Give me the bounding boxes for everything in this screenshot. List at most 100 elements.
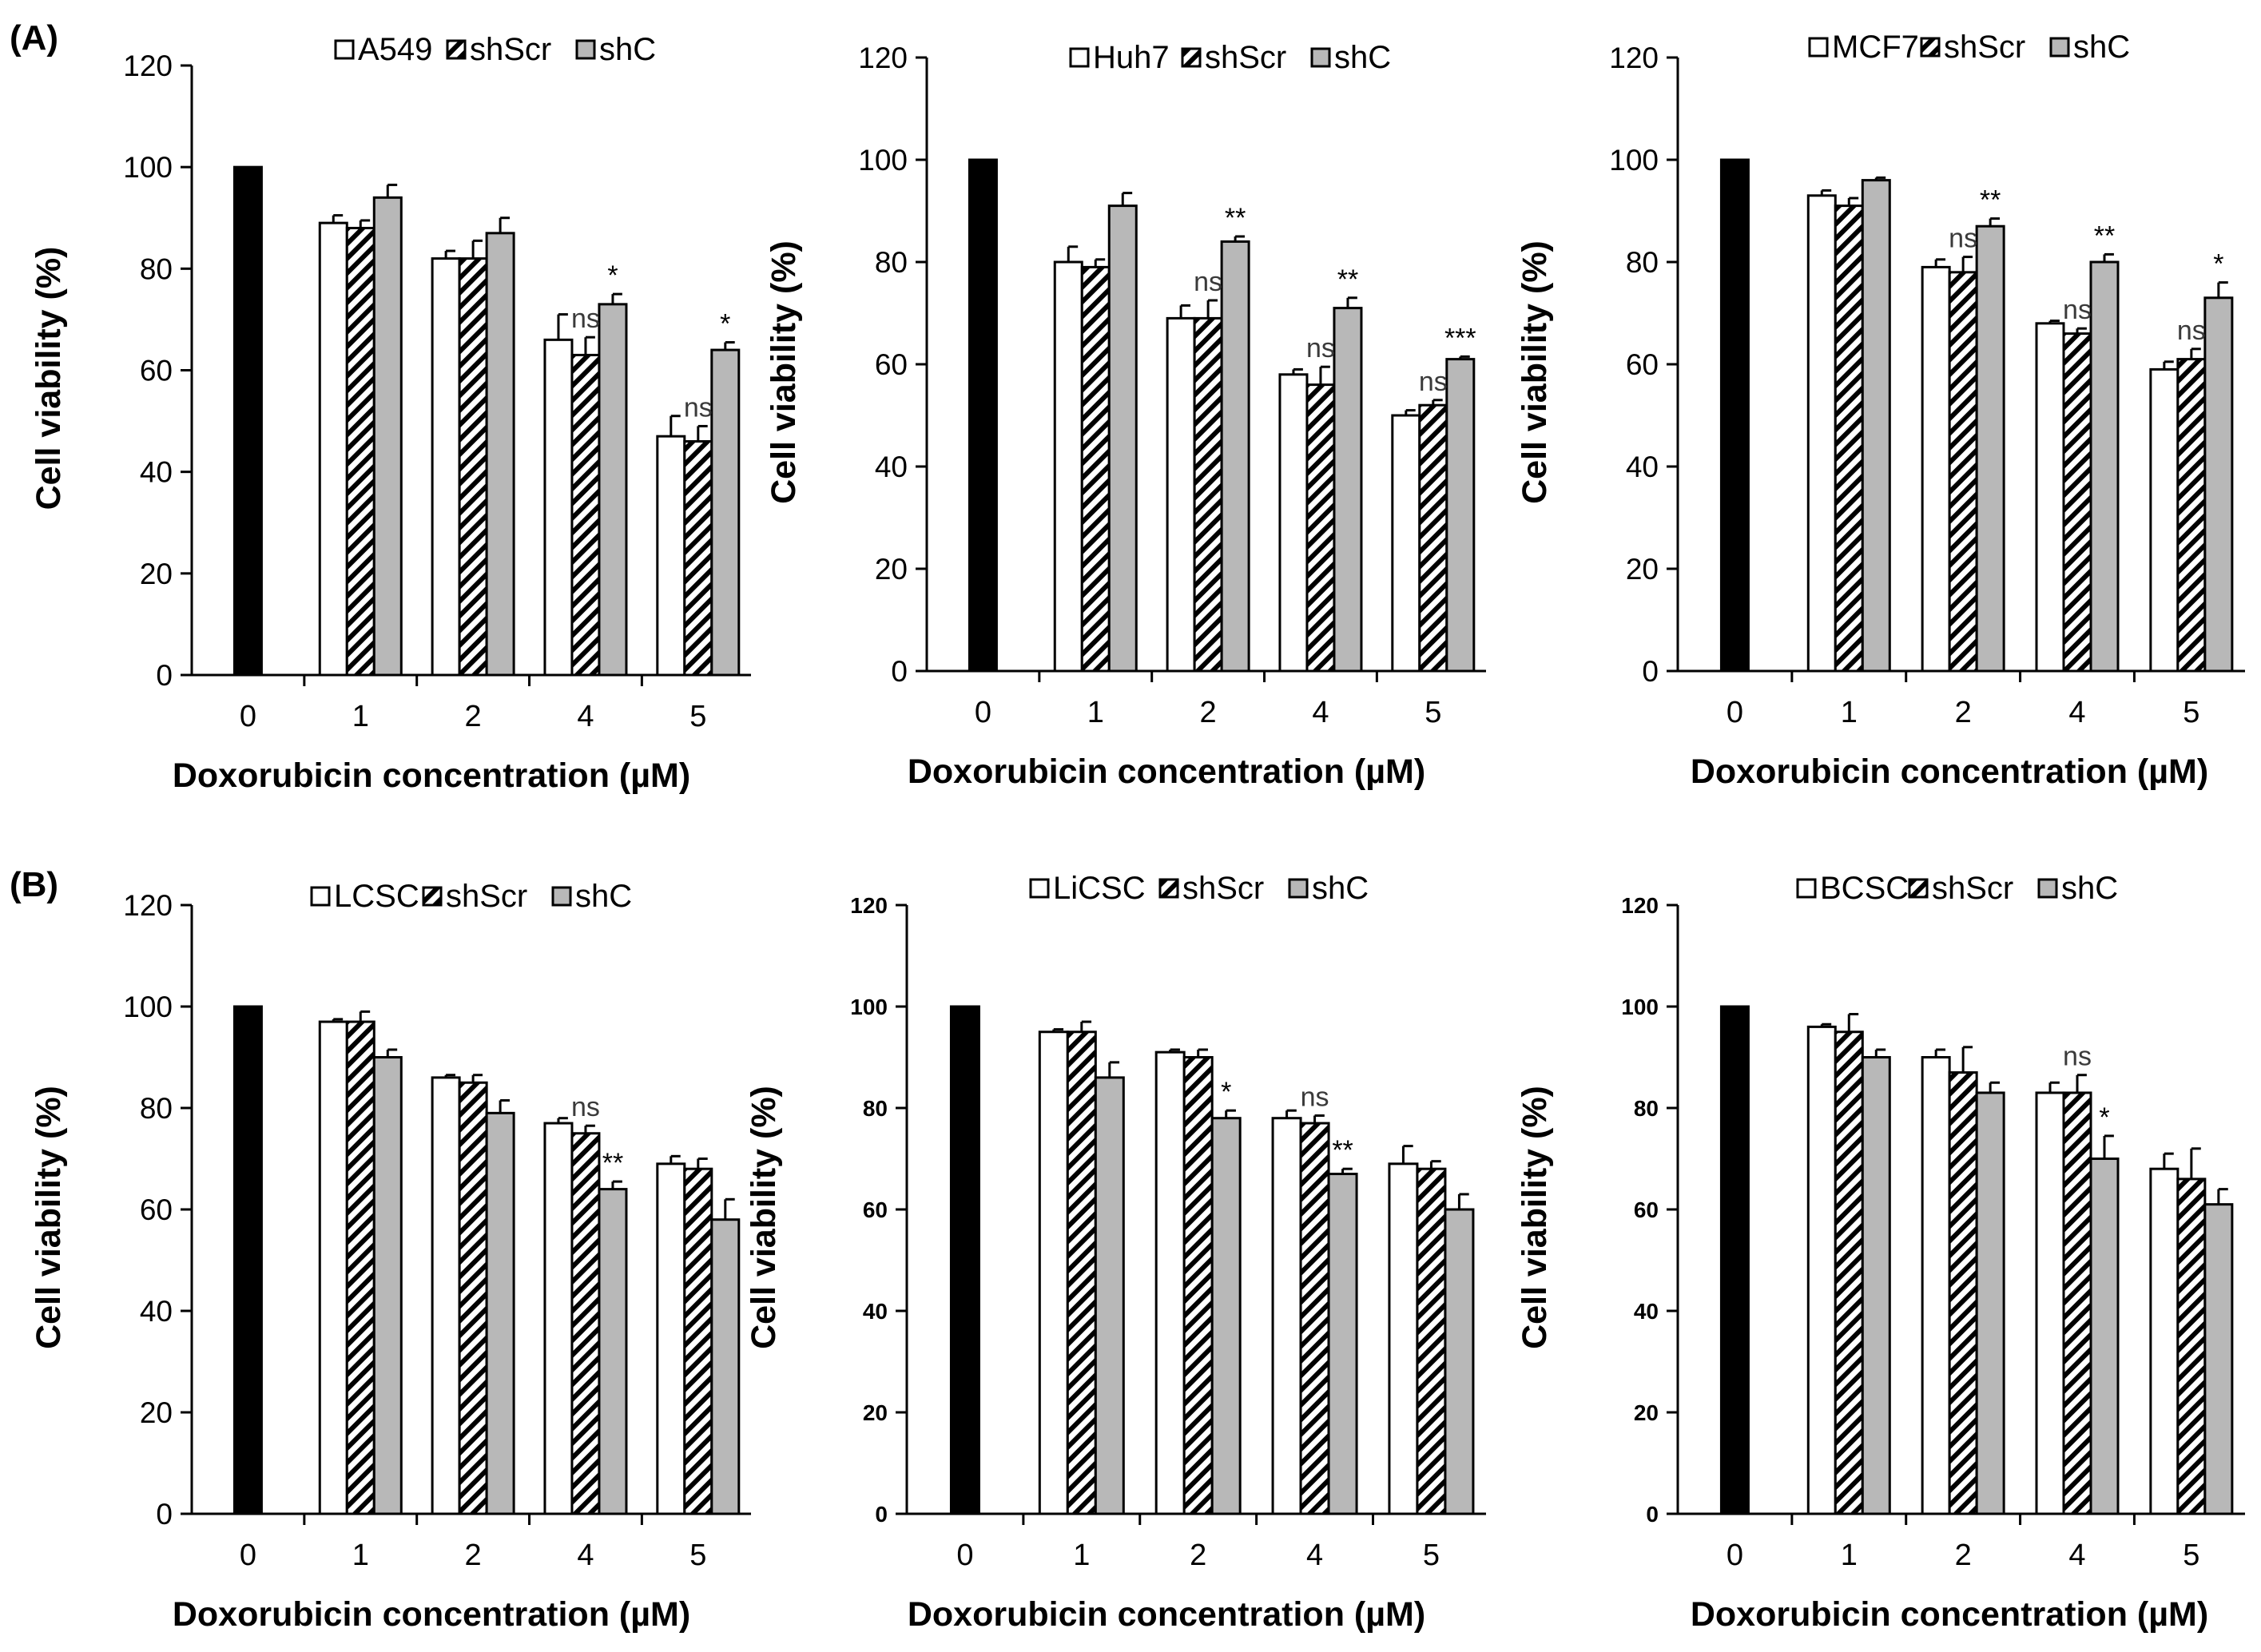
bar-bcsc <box>1806 1025 1837 1515</box>
y-tick-label: 60 <box>863 1197 888 1222</box>
chart-5: 0 20 40 60 80 100 120 0 1 2 4 5 * ns** LiCSC shScr shC Ce… <box>745 871 1486 1634</box>
legend-swatch-shscr <box>446 39 467 60</box>
legend-label-shc: shC <box>2061 871 2118 906</box>
y-tick-label: 80 <box>863 1096 888 1121</box>
x-tick-label: 2 <box>465 1539 482 1572</box>
bar-shc <box>1210 1117 1242 1515</box>
legend-label-shc: shC <box>2073 30 2130 65</box>
legend-swatch-shc <box>575 39 596 60</box>
y-tick-label: 20 <box>140 1396 173 1429</box>
bar-shscr <box>1418 403 1448 673</box>
legend-swatch-huh7 <box>1069 47 1090 68</box>
x-tick-label: 1 <box>1841 696 1858 729</box>
x-tick-label: 2 <box>1200 696 1217 729</box>
bar-licsc <box>1154 1050 1186 1515</box>
legend-swatch-shscr <box>1908 878 1929 899</box>
x-axis-title: Doxorubicin concentration (µM) <box>908 1595 1425 1634</box>
bar-shscr <box>683 440 713 677</box>
bar-shscr <box>1305 383 1336 673</box>
legend-label-shscr: shScr <box>1205 40 1286 75</box>
legend-swatch-lcsc <box>310 886 331 907</box>
legend-swatch-shc <box>1288 878 1309 899</box>
y-tick-label: 80 <box>1626 246 1659 279</box>
y-tick-label: 0 <box>156 1498 173 1531</box>
legend-label-shc: shC <box>575 879 632 914</box>
x-tick-label: 0 <box>240 700 256 733</box>
significance-ns: ns <box>1419 367 1448 397</box>
bar-shc <box>1327 1173 1358 1515</box>
y-tick-label: 0 <box>1646 1502 1659 1527</box>
significance-star: * <box>2213 249 2223 280</box>
x-tick-label: 4 <box>577 1539 594 1572</box>
bar-huh7 <box>1391 414 1421 673</box>
bar-shscr <box>1834 1031 1864 1515</box>
x-axis-title: Doxorubicin concentration (µM) <box>173 1595 690 1634</box>
y-tick-label: 100 <box>1621 995 1659 1019</box>
y-tick-label: 80 <box>140 252 173 285</box>
y-tick-label: 100 <box>123 991 173 1023</box>
bar-shscr <box>1416 1167 1447 1515</box>
legend-label-shscr: shScr <box>1182 871 1264 906</box>
legend-label-licsc: LiCSC <box>1053 871 1146 906</box>
y-axis-title: Cell viability (%) <box>745 1086 783 1349</box>
legend-swatch-shc <box>2049 37 2070 58</box>
legend-label-huh7: Huh7 <box>1093 40 1170 75</box>
chart-6: 0 20 40 60 80 100 120 0 1 2 4 5 ns* BCSC shScr shC Cell … <box>1516 871 2245 1634</box>
bar-control <box>232 165 263 677</box>
y-tick-label: 20 <box>140 558 173 590</box>
x-tick-label: 5 <box>689 700 706 733</box>
x-tick-label: 2 <box>1955 696 1972 729</box>
legend-label-shscr: shScr <box>470 32 551 67</box>
bar-shc <box>2203 1203 2234 1515</box>
y-axis-title: Cell viability (%) <box>30 247 68 510</box>
bar-shc <box>598 303 628 677</box>
y-tick-label: 120 <box>123 50 173 82</box>
bar-licsc <box>1038 1031 1069 1515</box>
x-tick-label: 5 <box>2183 1539 2199 1572</box>
y-axis-title: Cell viability (%) <box>1516 1086 1554 1349</box>
legend-label-shscr: shScr <box>1944 30 2025 65</box>
bar-a549 <box>543 338 574 677</box>
bar-bcsc <box>2035 1091 2065 1515</box>
bar-shscr <box>1080 265 1111 673</box>
bar-shc <box>1444 1208 1475 1515</box>
significance-star: * <box>1221 1077 1231 1107</box>
x-tick-label: 2 <box>465 700 482 733</box>
x-tick-label: 0 <box>956 1539 973 1572</box>
legend-label-lcsc: LCSC <box>334 879 419 914</box>
significance-star: * <box>720 309 730 340</box>
bar-shscr <box>570 353 601 677</box>
panel-label-b: (B) <box>10 865 58 904</box>
legend-swatch-shscr <box>1920 37 1941 58</box>
x-tick-label: 0 <box>1727 696 1743 729</box>
significance-ns: ns <box>1194 267 1222 297</box>
y-tick-label: 0 <box>156 659 173 692</box>
x-tick-label: 1 <box>1087 696 1104 729</box>
bar-shc <box>1107 205 1138 673</box>
chart-4: 0 20 40 60 80 100 120 0 1 2 4 5 ns** LCSC shScr shC Cell… <box>30 879 751 1634</box>
legend-swatch-shc <box>2037 878 2058 899</box>
chart-2: 0 20 40 60 80 100 120 0 1 2 4 5 ns ** ns ** ns *** Huh7 shS… <box>765 40 1486 791</box>
y-tick-label: 20 <box>875 553 908 586</box>
bar-shc <box>372 196 403 677</box>
x-axis-title: Doxorubicin concentration (µM) <box>1691 1595 2208 1634</box>
x-tick-label: 0 <box>975 696 991 729</box>
bar-shc <box>2089 260 2120 673</box>
bar-lcsc <box>318 1020 348 1515</box>
legend-label-shc: shC <box>1334 40 1391 75</box>
bar-shc <box>485 1111 515 1515</box>
bar-shscr <box>570 1132 601 1515</box>
bar-shc <box>710 1218 741 1515</box>
bar-mcf7 <box>1806 194 1837 673</box>
y-tick-label: 80 <box>140 1092 173 1125</box>
bar-shscr <box>1948 271 1978 673</box>
significance-star: *** <box>1444 323 1476 353</box>
x-tick-label: 4 <box>1306 1539 1323 1572</box>
x-tick-label: 5 <box>1425 696 1441 729</box>
significance-star: ** <box>1337 264 1358 295</box>
bar-shc <box>1445 358 1476 673</box>
significance-ns: ns <box>571 304 600 334</box>
x-axis-title: Doxorubicin concentration (µM) <box>173 757 690 795</box>
